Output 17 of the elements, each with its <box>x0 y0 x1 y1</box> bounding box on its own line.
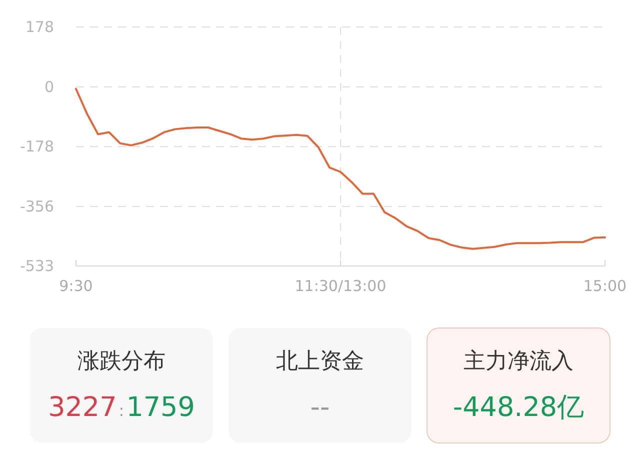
y-tick-label: 178 <box>25 18 54 36</box>
category-label: 北上资金 <box>276 349 364 374</box>
y-tick-label: -533 <box>20 257 54 275</box>
x-tick-label: 11:30/13:00 <box>294 277 386 295</box>
text: 1759 <box>126 392 195 423</box>
y-tick-label: -356 <box>20 198 54 216</box>
category-label: 涨跌分布 <box>78 349 166 374</box>
line-series <box>75 88 606 250</box>
text: : <box>118 401 124 420</box>
category-label: 主力净流入 <box>464 349 574 374</box>
text: -448.28亿 <box>452 392 584 423</box>
text: 3227 <box>48 392 117 423</box>
y-tick-label: 0 <box>44 78 54 96</box>
x-tick-label: 15:00 <box>583 277 627 295</box>
text: -- <box>310 392 330 423</box>
y-tick-label: -178 <box>20 138 54 156</box>
x-tick-label: 9:30 <box>59 277 93 295</box>
